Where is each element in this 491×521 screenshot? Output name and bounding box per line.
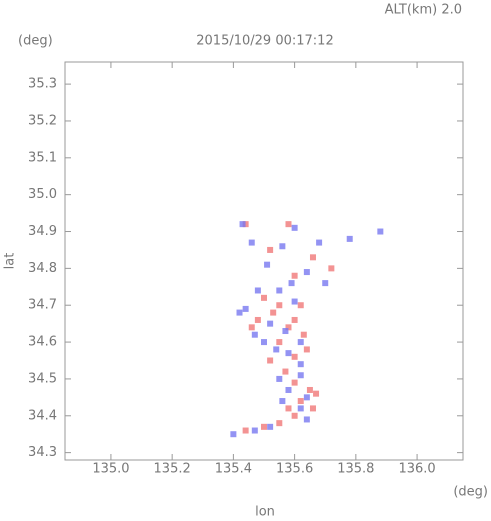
- x-unit: (deg): [453, 485, 488, 500]
- echo-point: [276, 375, 283, 382]
- y-tick-label: 35.1: [28, 150, 57, 165]
- y-tick-label: 34.3: [28, 445, 57, 460]
- x-tick-label: 136.0: [398, 462, 435, 477]
- echo-point: [273, 346, 280, 353]
- y-tick-label: 35.0: [28, 187, 57, 202]
- echo-point: [242, 305, 249, 312]
- echo-point: [377, 228, 384, 235]
- echo-point: [291, 379, 298, 386]
- y-unit: (deg): [18, 34, 53, 49]
- altitude: ALT(km) 2.0: [385, 3, 462, 18]
- echo-point: [279, 243, 286, 250]
- echo-point: [291, 298, 298, 305]
- echo-point: [248, 324, 255, 331]
- plot-frame: [64, 61, 464, 461]
- echo-point: [267, 423, 274, 430]
- echo-point: [276, 420, 283, 427]
- echo-point: [276, 339, 283, 346]
- echo-point: [276, 302, 283, 309]
- echo-point: [291, 224, 298, 231]
- echo-point: [251, 427, 258, 434]
- echo-point: [230, 431, 237, 438]
- echo-point: [309, 405, 316, 412]
- echo-point: [267, 320, 274, 327]
- echo-point: [285, 386, 292, 393]
- y-tick-label: 35.2: [28, 113, 57, 128]
- echo-point: [285, 350, 292, 357]
- echo-point: [282, 368, 289, 375]
- echo-point: [303, 394, 310, 401]
- echo-point: [303, 269, 310, 276]
- x-tick-label: 135.2: [154, 462, 191, 477]
- echo-point: [276, 287, 283, 294]
- chart-title: 2015/10/29 00:17:12: [196, 34, 333, 49]
- y-tick-label: 34.5: [28, 371, 57, 386]
- echo-point: [303, 416, 310, 423]
- echo-point: [297, 372, 304, 379]
- echo-point: [300, 331, 307, 338]
- echo-point: [270, 309, 277, 316]
- echo-point: [306, 386, 313, 393]
- x-tick-label: 135.8: [337, 462, 374, 477]
- x-tick-label: 135.4: [215, 462, 252, 477]
- echo-point: [254, 287, 261, 294]
- echo-point: [297, 405, 304, 412]
- echo-point: [261, 339, 267, 346]
- echo-point: [279, 398, 286, 405]
- echo-point: [288, 280, 295, 287]
- echo-point: [285, 405, 292, 412]
- echo-point: [316, 239, 323, 246]
- x-tick-label: 135.0: [92, 462, 129, 477]
- echo-point: [242, 427, 249, 434]
- y-tick-label: 35.3: [28, 77, 57, 92]
- echo-point: [328, 265, 335, 272]
- echo-point: [313, 390, 320, 397]
- echo-point: [297, 361, 304, 368]
- echo-point: [261, 294, 267, 301]
- echo-point: [267, 246, 274, 253]
- echo-point: [291, 272, 298, 279]
- y-tick-label: 34.6: [28, 335, 57, 350]
- echo-point: [248, 239, 255, 246]
- echo-point: [291, 412, 298, 419]
- echo-point: [242, 221, 249, 228]
- echo-point: [285, 324, 292, 331]
- echo-point: [261, 423, 267, 430]
- x-tick-label: 135.6: [276, 462, 313, 477]
- x-axis-label: lon: [255, 505, 275, 520]
- echo-point: [303, 346, 310, 353]
- y-tick-label: 34.4: [28, 408, 57, 423]
- echo-point: [322, 280, 329, 287]
- y-axis-label: lat: [3, 253, 18, 270]
- y-tick-label: 34.7: [28, 298, 57, 313]
- echo-point: [291, 316, 298, 323]
- echo-point: [251, 331, 258, 338]
- echo-point: [236, 309, 243, 316]
- y-tick-label: 34.9: [28, 224, 57, 239]
- echo-point: [297, 398, 304, 405]
- echo-point: [291, 353, 298, 360]
- echo-point: [297, 302, 304, 309]
- echo-point: [267, 357, 274, 364]
- echo-point: [297, 339, 304, 346]
- echo-point: [285, 221, 292, 228]
- echo-point: [282, 328, 289, 335]
- echo-point: [346, 235, 353, 242]
- echo-point: [254, 316, 261, 323]
- echo-point: [309, 254, 316, 261]
- y-tick-label: 34.8: [28, 261, 57, 276]
- echo-point: [264, 261, 271, 268]
- echo-point: [239, 221, 246, 228]
